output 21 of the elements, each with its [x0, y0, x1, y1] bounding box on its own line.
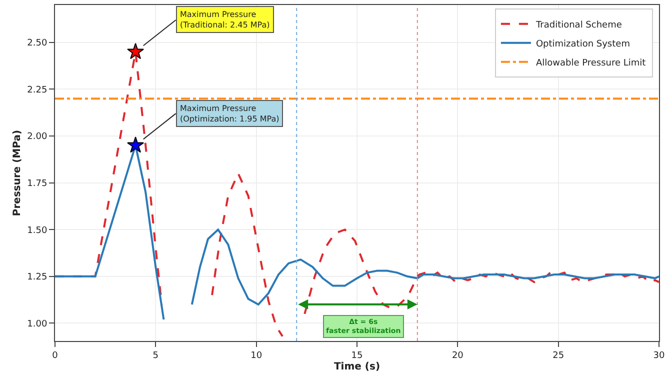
annotation: Maximum Pressure (Traditional: 2.45 MPa): [180, 10, 270, 30]
x-tick-label: 25: [552, 350, 564, 361]
y-tick-label: 1.50: [27, 226, 48, 236]
annotation: Maximum Pressure (Optimization: 1.95 MPa): [180, 104, 280, 124]
x-tick-label: 5: [152, 350, 159, 361]
x-tick-label: 20: [452, 350, 464, 361]
x-tick-label: 0: [52, 350, 58, 361]
legend-label: Traditional Scheme: [534, 20, 622, 30]
y-axis-title: Pressure (MPa): [12, 130, 24, 216]
y-tick-label: 1.75: [27, 178, 48, 189]
legend-label: Optimization System: [536, 39, 630, 50]
x-tick-label: 10: [250, 350, 262, 361]
x-axis-title: Time (s): [334, 361, 380, 372]
x-tick-label: 15: [351, 350, 363, 361]
legend-label: Allowable Pressure Limit: [536, 58, 646, 68]
y-tick-label: 2.00: [27, 132, 48, 142]
y-tick-label: 2.25: [27, 85, 48, 96]
y-tick-label: 2.50: [27, 38, 48, 49]
y-tick-label: 1.25: [27, 272, 48, 283]
x-tick-label: 30: [653, 350, 665, 361]
y-tick-label: 1.00: [27, 319, 48, 330]
